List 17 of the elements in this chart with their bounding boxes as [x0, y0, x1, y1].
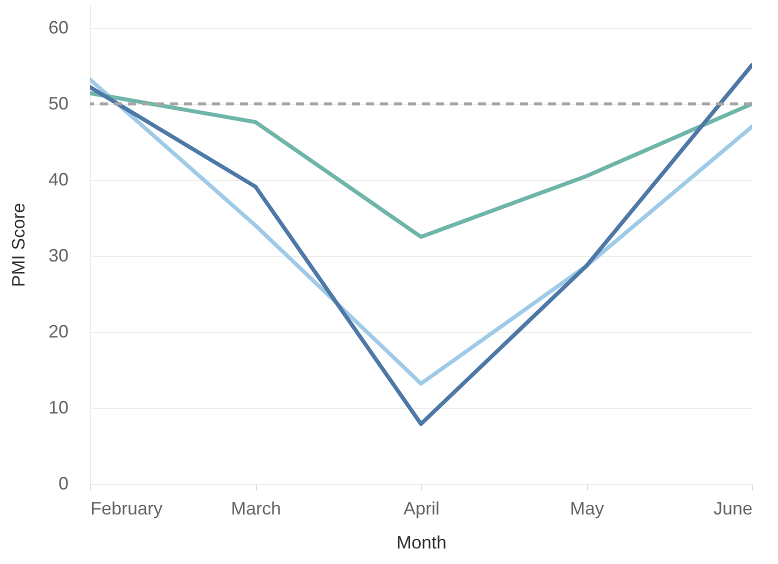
- line-series: [90, 63, 752, 426]
- x-tick-label: April: [403, 498, 440, 518]
- y-tick-label: 50: [48, 93, 68, 114]
- y-tick-label: 0: [58, 474, 68, 494]
- y-tick-label: 10: [48, 397, 68, 418]
- x-tick-label: February: [90, 498, 163, 518]
- y-tick-label: 20: [48, 321, 68, 342]
- x-tick-label: March: [230, 498, 282, 518]
- y-tick-label: 60: [48, 17, 68, 38]
- x-tick-label: June: [713, 498, 752, 518]
- y-tick-label: 30: [48, 245, 68, 266]
- line-series: [90, 91, 752, 239]
- y-axis-title: PMI Score: [8, 202, 28, 288]
- y-tick-label: 40: [48, 169, 68, 190]
- line-series: [90, 78, 752, 386]
- x-tick-label: May: [570, 498, 604, 518]
- x-axis-title: Month: [396, 532, 447, 552]
